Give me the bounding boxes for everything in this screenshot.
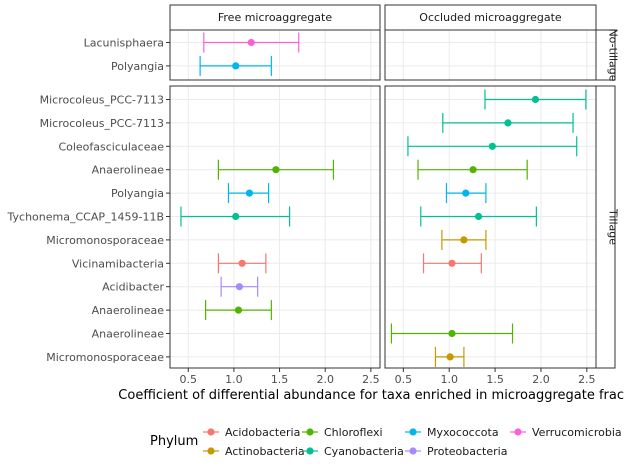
legend-label: Proteobacteria	[427, 445, 507, 458]
legend-label: Actinobacteria	[225, 445, 305, 458]
legend-item: Myxococcota	[405, 426, 499, 439]
x-axis-title: Coefficient of differential abundance fo…	[118, 388, 624, 403]
error-bar-point	[434, 346, 465, 367]
data-point	[448, 329, 456, 338]
legend-key-point	[409, 447, 417, 455]
data-point	[460, 236, 468, 244]
y-tick-label: Micromonosporaceae	[46, 234, 164, 247]
data-point	[469, 166, 477, 174]
legend-label: Cyanobacteria	[324, 445, 404, 458]
x-tick-label: 1.0	[440, 373, 458, 386]
legend-label: Chloroflexi	[324, 426, 383, 439]
column-strip	[169, 4, 381, 31]
error-bar-point	[220, 276, 259, 297]
data-point	[488, 142, 496, 150]
legend-key-point	[514, 428, 522, 436]
row-strip	[595, 85, 616, 369]
row-strip-label: No-tillage	[607, 28, 620, 81]
data-point	[474, 212, 483, 221]
error-bar-point	[407, 136, 578, 157]
column-strip	[384, 4, 597, 31]
legend-item: Chloroflexi	[302, 426, 383, 439]
x-tick-label: 2.0	[532, 373, 550, 386]
legend-title: Phylum	[150, 434, 198, 449]
y-tick-label: Tychonema_CCAP_1459-11B	[7, 211, 165, 224]
error-bar-point	[445, 183, 487, 204]
data-point	[245, 189, 254, 197]
y-tick-label: Micromonosporaceae	[46, 351, 164, 364]
data-point	[531, 95, 540, 104]
x-tick-label: 1.5	[271, 373, 289, 386]
facet-panel	[169, 29, 381, 81]
facet-panel	[384, 29, 597, 81]
y-tick-label: Microcoleus_PCC-7113	[40, 117, 164, 130]
x-tick-label: 0.5	[180, 373, 198, 386]
data-point	[247, 38, 255, 47]
legend-item: Verrucomicrobia	[510, 426, 622, 439]
x-tick-label: 1.0	[225, 373, 243, 386]
y-tick-label: Acidibacter	[102, 281, 164, 294]
facet-panel	[169, 85, 381, 369]
facet-panel-border	[169, 29, 381, 81]
legend-label: Verrucomicrobia	[532, 426, 622, 439]
error-bar-point	[203, 32, 300, 53]
error-bar-point	[180, 206, 291, 227]
column-strip-label: Occluded microaggregate	[419, 11, 562, 24]
x-tick-label: 1.5	[486, 373, 504, 386]
facet-panel-border	[169, 85, 381, 369]
data-point	[232, 212, 240, 221]
legend-item: Actinobacteria	[203, 445, 305, 458]
facet-panel	[384, 85, 597, 369]
legend-item: Proteobacteria	[405, 445, 507, 458]
y-tick-label: Anaerolineae	[92, 164, 165, 177]
legend-item: Acidobacteria	[203, 426, 300, 439]
data-point	[446, 353, 454, 361]
y-tick-label: Coleofasciculaceae	[58, 140, 164, 153]
data-point	[238, 259, 246, 267]
legend-key-point	[409, 428, 417, 436]
x-tick-label: 2.0	[316, 373, 334, 386]
error-bar-point	[422, 253, 482, 274]
data-point	[462, 189, 470, 197]
data-point	[232, 62, 240, 70]
legend-key-point	[306, 428, 314, 436]
error-bar-point	[199, 55, 272, 76]
error-bar-point	[217, 253, 267, 274]
legend-key-point	[207, 447, 215, 455]
y-tick-label: Polyangia	[111, 60, 164, 73]
x-tick-label: 2.5	[578, 373, 596, 386]
legend-item: Cyanobacteria	[302, 445, 404, 458]
column-strip-label: Free microaggregate	[218, 11, 332, 24]
row-strip	[595, 29, 616, 81]
legend-label: Myxococcota	[427, 426, 499, 439]
y-tick-label: Anaerolineae	[92, 304, 165, 317]
y-tick-label: Vicinamibacteria	[72, 257, 164, 270]
y-tick-label: Microcoleus_PCC-7113	[40, 94, 164, 107]
data-point	[448, 259, 456, 267]
error-bar-point	[227, 183, 270, 204]
y-tick-label: Lacunisphaera	[84, 37, 164, 50]
y-tick-label: Anaerolineae	[92, 328, 165, 341]
error-bar-point	[205, 300, 272, 321]
error-bar-point	[417, 159, 528, 180]
error-bar-point	[217, 159, 335, 180]
error-bar-point	[420, 206, 537, 227]
error-bar-point	[390, 323, 514, 344]
legend-label: Acidobacteria	[225, 426, 300, 439]
row-strip-label: Tillage	[607, 208, 620, 245]
legend-key-point	[306, 447, 314, 455]
data-point	[504, 119, 512, 127]
error-bar-point	[484, 89, 587, 110]
error-bar-point	[442, 112, 574, 133]
data-point	[272, 166, 280, 174]
data-point	[235, 283, 243, 291]
y-tick-label: Polyangia	[111, 187, 164, 200]
x-tick-label: 2.5	[362, 373, 380, 386]
legend-key-point	[207, 428, 215, 436]
error-bar-point	[441, 229, 487, 250]
data-point	[234, 306, 243, 314]
x-tick-label: 0.5	[395, 373, 413, 386]
